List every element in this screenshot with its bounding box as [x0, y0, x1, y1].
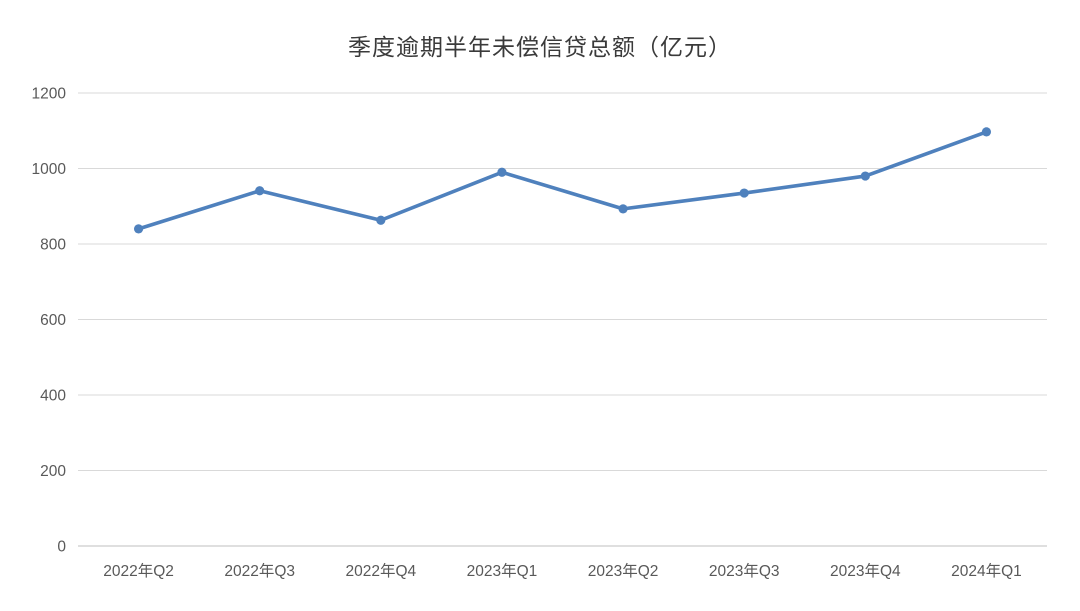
x-tick-label: 2022年Q4 [345, 562, 416, 580]
data-point-marker [497, 167, 507, 177]
data-point-marker [255, 186, 265, 196]
y-tick-label: 1200 [32, 86, 67, 103]
chart-title: 季度逾期半年未偿信贷总额（亿元） [348, 35, 732, 61]
y-tick-label: 400 [40, 388, 66, 405]
data-point-marker [981, 127, 992, 137]
x-tick-label: 2023年Q4 [830, 562, 901, 580]
x-tick-label: 2023年Q1 [467, 562, 538, 580]
y-tick-label: 200 [40, 463, 66, 480]
y-tick-label: 0 [57, 539, 66, 556]
x-tick-label: 2023年Q3 [709, 562, 780, 580]
data-point-marker [739, 188, 749, 198]
data-point-marker [860, 171, 870, 181]
data-line [136, 130, 989, 231]
data-point-marker [376, 215, 386, 225]
data-point-marker [618, 204, 628, 214]
y-tick-label: 600 [40, 312, 66, 329]
y-tick-label: 800 [40, 237, 66, 254]
x-tick-label: 2022年Q3 [224, 562, 295, 580]
y-tick-label: 1000 [32, 161, 67, 178]
x-tick-label: 2022年Q2 [103, 562, 174, 580]
data-point-marker [133, 224, 144, 234]
x-tick-label: 2023年Q2 [588, 562, 659, 580]
x-tick-label: 2024年Q1 [951, 562, 1022, 580]
